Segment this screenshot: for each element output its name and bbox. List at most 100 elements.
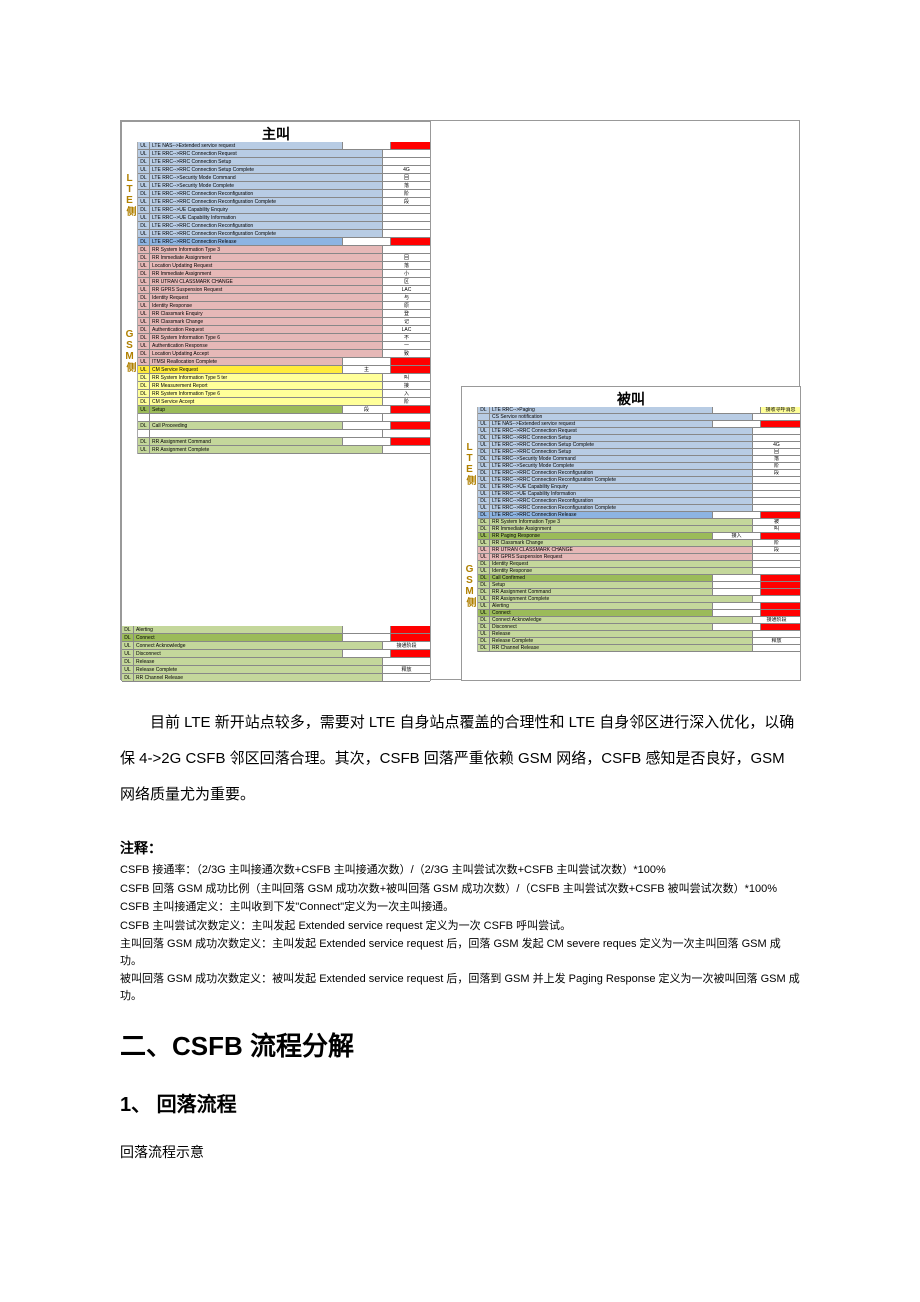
flow-message: LTE RRC-->RRC Connection Setup [150,158,382,165]
flow-message: Connect [134,634,342,641]
flow-dir: DL [138,390,150,397]
flow-row: CS Service notification [478,414,800,421]
flow-row: ULLTE RRC-->RRC Connection Setup Complet… [138,166,430,174]
flow-phase [712,603,760,609]
flow-dir: DL [478,582,490,588]
flow-message: Identity Request [490,561,752,567]
flow-message: RR Immediate Assignment [150,254,382,261]
flow-row: DLLTE RRC-->Security Mode Command回 [138,174,430,182]
flow-row: ULLTE RRC-->RRC Connection Reconfigurati… [138,230,430,238]
flow-phase [752,568,800,574]
flow-dir: UL [122,642,134,649]
flow-dir: DL [138,398,150,405]
flow-row: ULAlerting [478,603,800,610]
flow-message: RR Assignment Command [490,589,712,595]
flow-dir: UL [138,366,150,373]
flow-badge [390,366,430,373]
flow-message: Alerting [490,603,712,609]
flow-dir: DL [138,422,150,429]
flow-message: ITMSI Reallocation Complete [150,358,342,365]
flow-badge [390,142,430,149]
flow-message: LTE RRC-->UE Capability Information [490,491,752,497]
flow-row: ULLTE RRC-->RRC Connection Setup Complet… [478,442,800,449]
flow-phase: 叫 [382,374,430,381]
flow-row: ULLTE RRC-->RRC Connection Request [478,428,800,435]
flow-row: DLSetup [478,582,800,589]
callee-gsm-rows: DLRR System Information Type 3被DLRR Imme… [478,519,800,652]
flow-message: RR GPRS Suspension Request [490,554,752,560]
flow-message: RR Classmark Change [150,318,382,325]
callee-lte-side-label: LTE侧 [462,407,478,519]
flow-message: RR Assignment Complete [490,596,752,602]
flow-phase [342,634,390,641]
flow-row: DLLocation Updating Accept致 [138,350,430,358]
flow-message: LTE RRC-->Paging [490,407,712,413]
flow-dir: DL [122,674,134,681]
flow-dir: UL [478,596,490,602]
flow-row: DLAlerting [122,626,430,634]
flow-message: Authentication Response [150,342,382,349]
flow-dir [478,414,490,420]
flow-phase: 记 [382,318,430,325]
flow-phase: 释放 [382,666,430,673]
caller-tail-rows: DLAlertingDLConnectULConnect Acknowledge… [122,626,430,682]
notes-header: 注释： [120,838,800,858]
flow-phase [752,498,800,504]
flow-message: Identity Request [150,294,382,301]
flow-row: DLLTE RRC-->UE Capability Enquiry [138,206,430,214]
flow-dir: UL [478,491,490,497]
caller-lte-side-label: LTE侧 [122,142,138,246]
flow-badge [760,610,800,616]
flow-message: LTE RRC-->RRC Connection Reconfiguration… [490,505,752,511]
flow-message: RR Classmark Change [490,540,752,546]
heading-main: 二、CSFB 流程分解 [120,1026,800,1063]
flow-row [138,414,430,422]
flow-row: DLRelease Complete释放 [478,638,800,645]
flow-phase [382,246,430,253]
flow-dir: DL [478,456,490,462]
flow-phase [752,596,800,602]
flow-message: RR Classmark Enquiry [150,310,382,317]
flow-row: DLRelease [122,658,430,666]
flow-row: DLLTE RRC-->RRC Connection Reconfigurati… [138,190,430,198]
flow-row: DLCM Service Accept阶 [138,398,430,406]
flow-dir: UL [478,554,490,560]
flow-badge [760,603,800,609]
flow-phase [382,414,430,421]
flow-dir: UL [138,262,150,269]
flow-dir: UL [138,406,150,413]
flow-dir: DL [138,190,150,197]
flow-dir: DL [478,407,490,413]
flow-row: ULIdentity Response [478,568,800,575]
flow-row: ULLTE RRC-->UE Capability Information [138,214,430,222]
flow-row: DLRR System Information Type 5 ter叫 [138,374,430,382]
flow-dir: UL [478,631,490,637]
flow-phase: 回 [752,449,800,455]
callee-panel: 被叫 LTE侧 DLLTE RRC-->Paging接收寻呼消息CS Servi… [461,386,801,681]
flow-message: LTE NAS-->Extended service request [490,421,712,427]
flow-phase: 阶 [752,540,800,546]
flow-dir: DL [122,634,134,641]
flow-dir: UL [138,342,150,349]
callee-lte-rows: DLLTE RRC-->Paging接收寻呼消息CS Service notif… [478,407,800,519]
note-line: CSFB 接通率：（2/3G 主叫接通次数+CSFB 主叫接通次数）/（2/3G… [120,862,800,879]
flow-message: Call Proceeding [150,422,342,429]
flow-dir: DL [478,575,490,581]
flow-message: Authentication Request [150,326,382,333]
flow-message: LTE RRC-->RRC Connection Setup Complete [490,442,752,448]
flow-badge [390,438,430,445]
flow-dir [138,430,150,437]
flow-dir: UL [478,547,490,553]
flow-dir: DL [138,438,150,445]
flow-message: Disconnect [490,624,712,630]
flow-message: CM Service Request [150,366,342,373]
flow-row: DLRR Assignment Command [138,438,430,446]
flow-message: RR Measurement Report [150,382,382,389]
flow-phase: 一 [382,342,430,349]
flow-phase: 与 [382,294,430,301]
flow-phase [752,554,800,560]
flow-badge [390,422,430,429]
flow-dir: DL [138,382,150,389]
flow-dir: UL [478,540,490,546]
flow-row: ULRelease Complete释放 [122,666,430,674]
